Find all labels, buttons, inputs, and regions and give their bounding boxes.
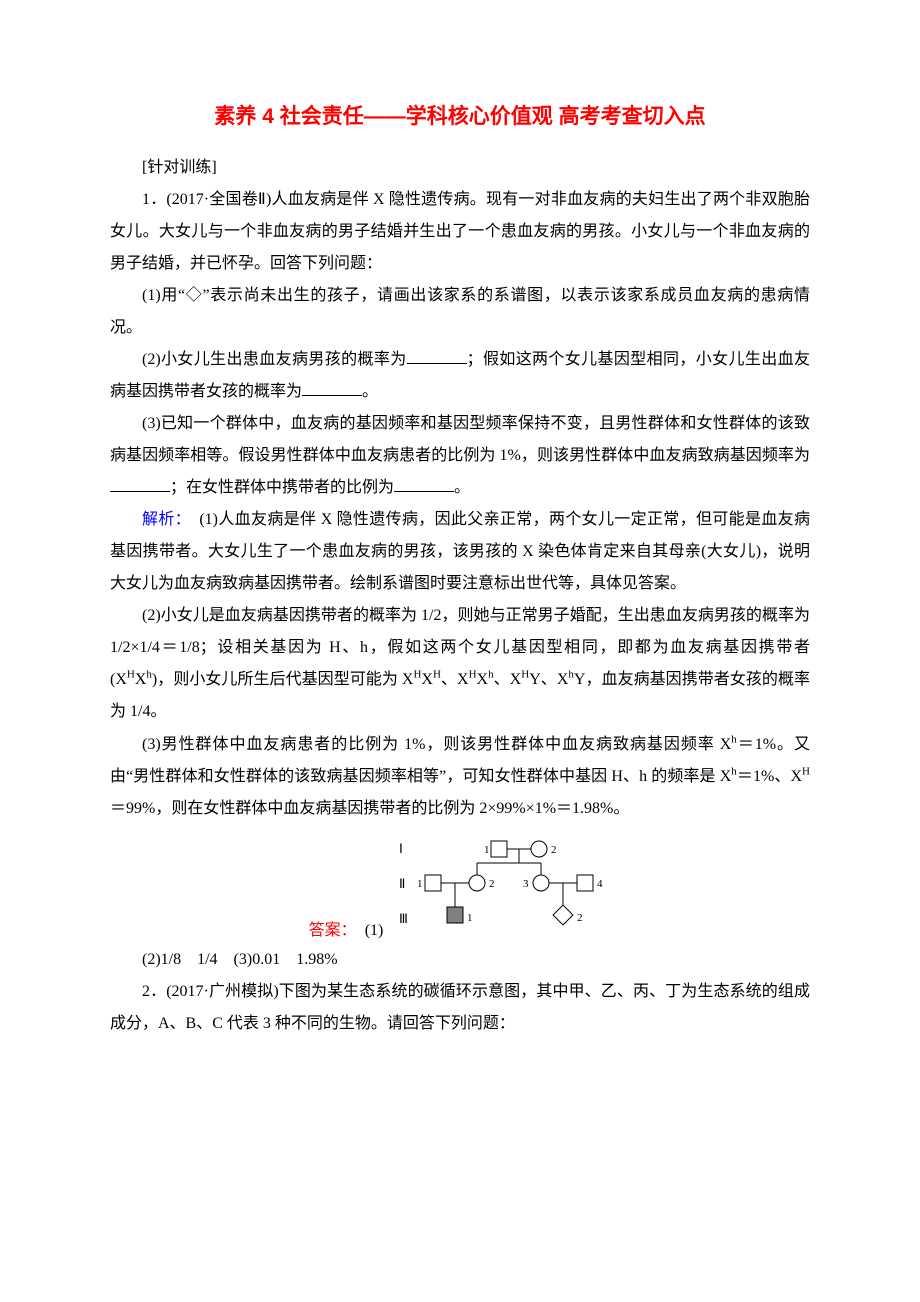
q1-p2a: (2)小女儿生出患血友病男孩的概率为	[142, 351, 407, 368]
female-unaffected-icon	[531, 841, 547, 857]
male-unaffected-icon	[425, 875, 441, 891]
pedigree-diagram: Ⅰ Ⅱ Ⅲ 1 2 1 2 3	[391, 835, 611, 940]
svg-text:3: 3	[523, 878, 529, 890]
q1-part2: (2)小女儿生出患血友病男孩的概率为；假如这两个女儿基因型相同，小女儿生出血友病…	[110, 344, 810, 408]
svg-text:1: 1	[417, 878, 423, 890]
svg-text:4: 4	[597, 878, 603, 890]
q1-analysis-3: (3)男性群体中血友病患者的比例为 1%，则该男性群体中血友病致病基因频率 Xh…	[110, 728, 810, 825]
page-title: 素养 4 社会责任——学科核心价值观 高考考查切入点	[110, 100, 810, 130]
unborn-diamond-icon	[553, 905, 573, 925]
blank	[407, 347, 467, 364]
svg-text:2: 2	[577, 912, 583, 924]
q2-stem: 2．(2017·广州模拟)下图为某生态系统的碳循环示意图，其中甲、乙、丙、丁为生…	[110, 976, 810, 1040]
q1-analysis-2: (2)小女儿是血友病基因携带者的概率为 1/2，则她与正常男子婚配，生出患血友病…	[110, 600, 810, 728]
q1-a2-text: (2)小女儿是血友病基因携带者的概率为 1/2，则她与正常男子婚配，生出患血友病…	[110, 607, 810, 720]
male-affected-icon	[447, 907, 463, 923]
q1-p3a: (3)已知一个群体中，血友病的基因频率和基因型频率保持不变，且男性群体和女性群体…	[110, 415, 810, 464]
gen-2-label: Ⅱ	[399, 876, 405, 891]
female-unaffected-icon	[469, 875, 485, 891]
answer-row: 答案： (1) Ⅰ Ⅱ Ⅲ 1 2 1	[110, 835, 810, 940]
blank	[302, 379, 362, 396]
svg-text:1: 1	[484, 844, 490, 856]
answer-prefix: 答案： (1)	[309, 916, 384, 940]
gen-1-label: Ⅰ	[399, 841, 403, 856]
svg-text:2: 2	[551, 844, 557, 856]
answer-label: 答案：	[309, 922, 349, 939]
q1-a3-text: (3)男性群体中血友病患者的比例为 1%，则该男性群体中血友病致病基因频率 Xh…	[110, 736, 810, 817]
male-unaffected-icon	[491, 841, 507, 857]
q1-analysis-1: 解析： (1)人血友病是伴 X 隐性遗传病，因此父亲正常，两个女儿一定正常，但可…	[110, 504, 810, 600]
male-unaffected-icon	[577, 875, 593, 891]
blank	[394, 475, 454, 492]
blank	[110, 475, 170, 492]
q1-p3c: 。	[454, 479, 470, 496]
svg-text:1: 1	[467, 912, 473, 924]
female-unaffected-icon	[533, 875, 549, 891]
answer-1-label: (1)	[365, 922, 384, 939]
q1-part3: (3)已知一个群体中，血友病的基因频率和基因型频率保持不变，且男性群体和女性群体…	[110, 408, 810, 504]
q1-part1: (1)用“◇”表示尚未出生的孩子，请画出该家系的系谱图，以表示该家系成员血友病的…	[110, 280, 810, 344]
q1-answers-rest: (2)1/8 1/4 (3)0.01 1.98%	[110, 944, 810, 976]
analysis-label: 解析：	[142, 511, 183, 528]
document-page: 素养 4 社会责任——学科核心价值观 高考考查切入点 [针对训练] 1．(201…	[0, 0, 920, 1302]
q1-a1: (1)人血友病是伴 X 隐性遗传病，因此父亲正常，两个女儿一定正常，但可能是血友…	[110, 511, 810, 592]
gen-3-label: Ⅲ	[399, 911, 408, 926]
q1-stem: 1．(2017·全国卷Ⅱ)人血友病是伴 X 隐性遗传病。现有一对非血友病的夫妇生…	[110, 184, 810, 280]
q1-p2c: 。	[362, 383, 378, 400]
section-label: [针对训练]	[110, 152, 810, 184]
q1-p3b: ；在女性群体中携带者的比例为	[170, 479, 394, 496]
svg-text:2: 2	[489, 878, 495, 890]
